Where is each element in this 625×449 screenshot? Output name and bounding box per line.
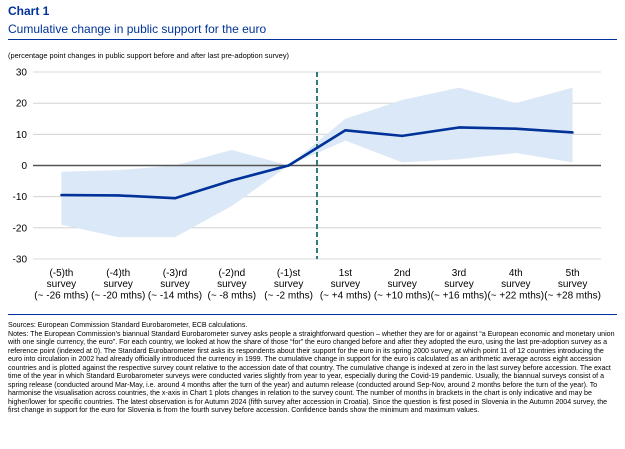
chart-label: Chart 1 <box>8 4 50 18</box>
y-tick-label: -20 <box>13 223 28 234</box>
x-tick-label-line: 5th <box>566 268 580 279</box>
x-tick-label-line: (~ +16 mths) <box>431 290 488 301</box>
x-tick-label-line: (-2)nd <box>218 268 245 279</box>
average-series-point <box>287 164 290 167</box>
average-series-point <box>457 126 461 129</box>
x-tick-label-line: (~ +10 mths) <box>374 290 431 301</box>
x-tick-label-line: (~ -8 mths) <box>207 290 256 301</box>
x-tick-label: 4th survey (~ +22 mths) <box>487 268 544 301</box>
average-series-point <box>117 194 120 197</box>
y-tick-label: -10 <box>13 192 28 203</box>
x-tick-label-line: survey <box>387 279 416 290</box>
x-tick-label: (-2)nd survey (~ -8 mths) <box>207 268 256 301</box>
chart-title: Cumulative change in public support for … <box>8 22 267 36</box>
x-tick-label-line: (-1)st <box>277 268 301 279</box>
x-tick-label-line: survey <box>501 279 530 290</box>
average-series-point <box>60 193 63 197</box>
y-tick-label: 30 <box>16 68 28 79</box>
x-tick-label-line: survey <box>274 279 303 290</box>
x-tick-label: 5th survey (~ +28 mths) <box>544 268 601 301</box>
x-tick-label-line: (-5)th <box>49 268 73 279</box>
x-tick-label: (-4)th survey (~ -20 mths) <box>91 268 145 301</box>
x-tick-label: 2nd survey (~ +10 mths) <box>374 268 431 301</box>
x-tick-label-line: survey <box>160 279 189 290</box>
x-tick-label: (-3)rd survey (~ -14 mths) <box>148 268 202 301</box>
x-tick-label-line: (~ -26 mths) <box>34 290 88 301</box>
x-tick-label-line: survey <box>103 279 132 290</box>
x-tick-label-line: (~ +28 mths) <box>544 290 601 301</box>
x-tick-label-line: survey <box>47 279 76 290</box>
chart-subtitle: (percentage point changes in public supp… <box>8 51 290 60</box>
x-tick-label-line: (~ +4 mths) <box>320 290 371 301</box>
chart-notes: Sources: European Commission Standard Eu… <box>8 322 615 416</box>
x-tick-label: 3rd survey (~ +16 mths) <box>431 268 488 301</box>
average-series-point <box>173 197 177 200</box>
y-tick-label: 20 <box>16 99 28 110</box>
x-tick-label-line: (-3)rd <box>163 268 187 279</box>
average-series-point <box>401 134 404 138</box>
x-tick-label-line: 2nd <box>394 268 411 279</box>
x-tick-label-line: 4th <box>509 268 523 279</box>
x-tick-label-line: 3rd <box>452 268 466 279</box>
confidence-band <box>61 87 573 238</box>
average-series-point <box>514 127 517 130</box>
y-tick-label: -30 <box>13 255 28 266</box>
y-tick-label: 0 <box>21 161 27 172</box>
title-divider <box>8 39 617 40</box>
x-tick-label: (-1)st survey (~ -2 mths) <box>264 268 313 301</box>
x-tick-label-line: (~ -2 mths) <box>264 290 313 301</box>
x-tick-label-line: survey <box>331 279 360 290</box>
x-tick-label: 1st survey (~ +4 mths) <box>320 268 371 301</box>
x-tick-label-line: survey <box>217 279 246 290</box>
sources-text: Sources: European Commission Standard Eu… <box>8 322 248 329</box>
notes-divider <box>8 314 617 315</box>
x-tick-label-line: (-4)th <box>106 268 130 279</box>
x-tick-label: (-5)th survey (~ -26 mths) <box>34 268 88 301</box>
y-tick-label: 10 <box>16 130 28 141</box>
x-tick-label-line: survey <box>444 279 473 290</box>
x-tick-label-line: (~ +22 mths) <box>487 290 544 301</box>
x-tick-label-line: (~ -20 mths) <box>91 290 145 301</box>
average-series-point <box>344 129 347 132</box>
x-tick-label-line: (~ -14 mths) <box>148 290 202 301</box>
average-series-line <box>61 126 573 200</box>
average-series-point <box>230 179 233 182</box>
notes-text: Notes: The European Commission’s biannua… <box>8 330 615 415</box>
average-series-point <box>571 131 574 134</box>
x-tick-label-line: 1st <box>339 268 353 279</box>
x-tick-label-line: survey <box>558 279 587 290</box>
